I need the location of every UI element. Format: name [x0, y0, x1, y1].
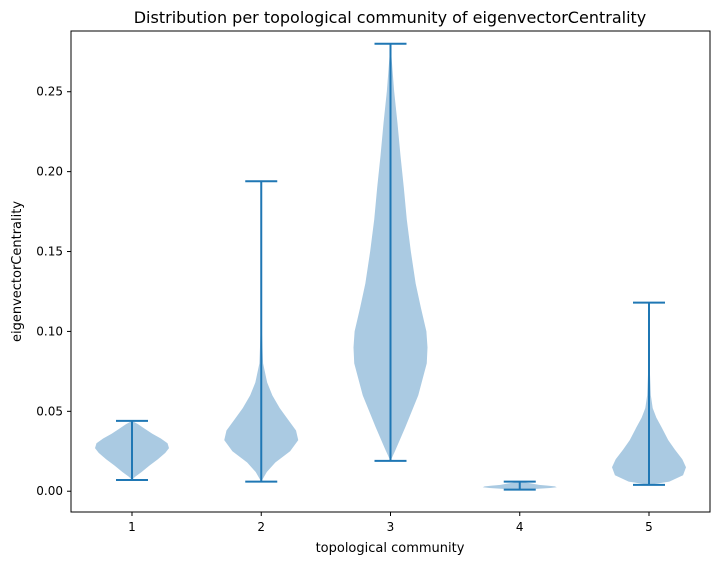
y-tick-label: 0.10 — [36, 324, 63, 338]
chart-title: Distribution per topological community o… — [134, 8, 647, 27]
y-axis-label: eigenvectorCentrality — [10, 201, 25, 342]
y-tick-label: 0.05 — [36, 404, 63, 418]
x-axis-label: topological community — [316, 541, 465, 556]
violin-5 — [612, 301, 686, 486]
x-tick-label: 2 — [257, 520, 265, 534]
y-tick-label: 0.20 — [36, 165, 63, 179]
y-tick-label: 0.15 — [36, 245, 63, 259]
x-tick-label: 3 — [387, 520, 395, 534]
x-tick-label: 4 — [516, 520, 524, 534]
y-tick-label: 0.00 — [36, 484, 63, 498]
x-tick-label: 1 — [128, 520, 136, 534]
ticks-layer: 0.00 0.05 0.10 0.15 0.20 0.25 1 2 3 4 5 — [36, 85, 653, 534]
y-tick-label: 0.25 — [36, 85, 63, 99]
violins-layer — [95, 42, 686, 491]
violin-4 — [482, 480, 557, 491]
violin-3 — [353, 42, 428, 462]
plot-frame — [70, 30, 711, 513]
x-tick-label: 5 — [645, 520, 653, 534]
violin-1 — [95, 419, 169, 482]
violin-2 — [224, 180, 299, 483]
